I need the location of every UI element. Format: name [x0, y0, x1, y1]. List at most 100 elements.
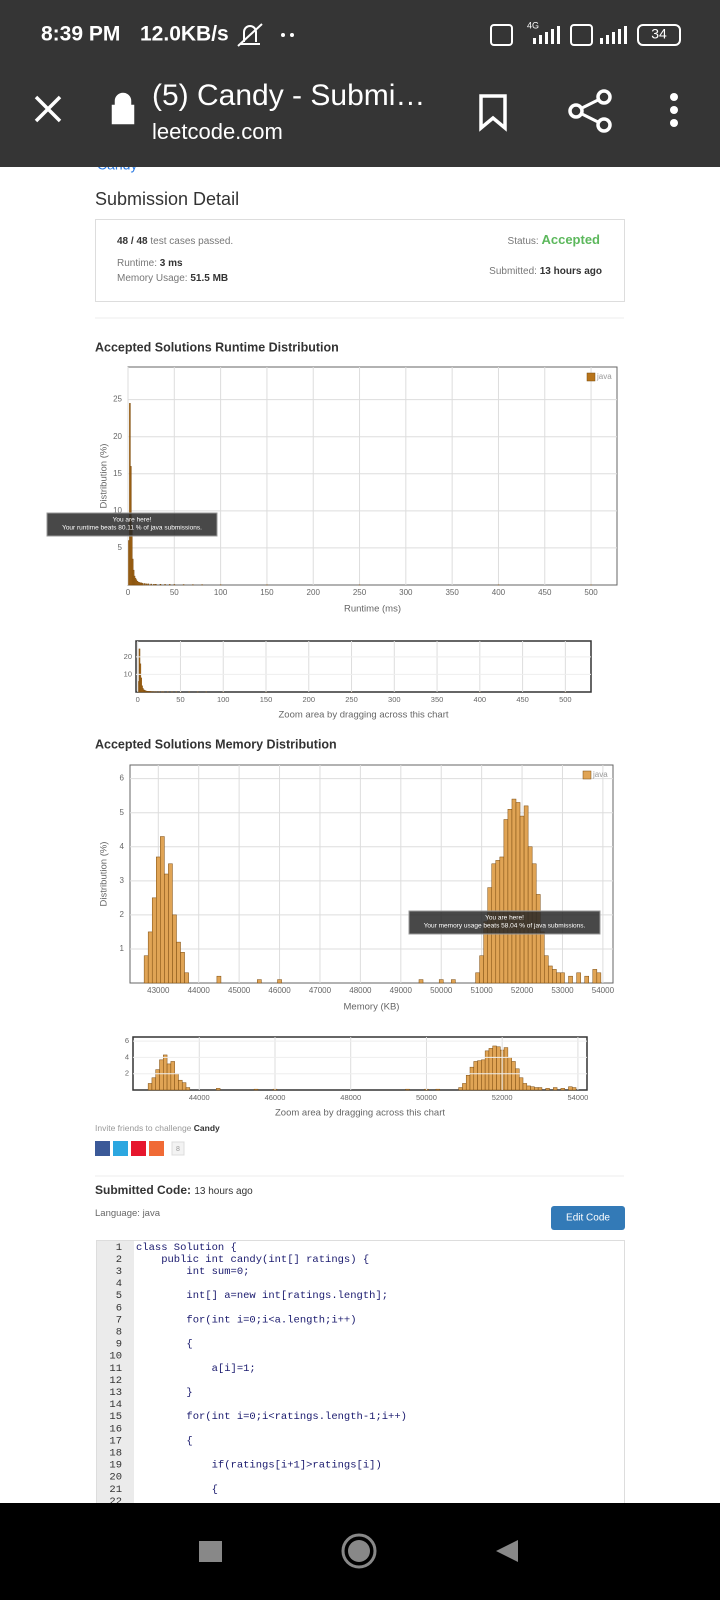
- nav-y-tick-label: 10: [124, 669, 132, 678]
- bar: [143, 583, 146, 586]
- bar: [173, 584, 176, 586]
- bar: [519, 815, 525, 984]
- menu-icon[interactable]: [670, 93, 678, 127]
- bar: [556, 972, 561, 984]
- share-count: 8: [176, 1146, 180, 1153]
- home-button[interactable]: [341, 1533, 377, 1569]
- bar: [571, 1087, 577, 1091]
- bar: [168, 584, 171, 586]
- submitted-code: Submitted Code: 13 hours ago: [95, 1183, 253, 1197]
- submitted-code-time: 13 hours ago: [194, 1186, 253, 1197]
- line-number: 9: [116, 1339, 122, 1351]
- code-editor[interactable]: [96, 1240, 625, 1521]
- x-tick-label: 350: [445, 588, 459, 597]
- bar: [147, 931, 153, 984]
- code-line: a[i]=1;: [136, 1363, 256, 1375]
- more-button[interactable]: [149, 1141, 164, 1156]
- legend-swatch: [586, 372, 596, 382]
- dot: [290, 33, 294, 37]
- volte-icon: [490, 24, 513, 46]
- x-tick-label: 200: [307, 588, 321, 597]
- x-tick-label: 450: [538, 588, 552, 597]
- bar: [438, 979, 444, 984]
- line-number: 21: [109, 1484, 122, 1496]
- x-tick-label: 48000: [349, 986, 372, 995]
- nav-x-tick-label: 48000: [340, 1093, 361, 1102]
- status-row: Status: Accepted: [508, 232, 601, 247]
- bar: [539, 931, 545, 984]
- nav-x-tick-label: 400: [474, 695, 487, 704]
- bar: [142, 583, 144, 586]
- nav-x-tick-label: 350: [431, 695, 444, 704]
- nav-caption: Zoom area by dragging across this chart: [278, 710, 448, 721]
- bar: [435, 1088, 440, 1091]
- bookmark-icon[interactable]: [479, 94, 507, 132]
- line-number: 13: [109, 1387, 122, 1399]
- memory-label: Memory Usage:: [117, 273, 188, 284]
- plot-area: [127, 366, 618, 586]
- nav-x-tick-label: 50000: [416, 1093, 437, 1102]
- bar: [253, 1088, 259, 1091]
- bar: [515, 1068, 520, 1091]
- line-number: 6: [116, 1302, 122, 1314]
- x-tick-label: 150: [260, 588, 274, 597]
- bar: [518, 1077, 524, 1091]
- page-title[interactable]: (5) Candy - Submi…: [152, 79, 425, 112]
- gutter: [97, 1241, 134, 1520]
- edit-code-button[interactable]: [551, 1206, 625, 1230]
- share-count-box: [171, 1141, 185, 1156]
- code-line: int[] a=new int[ratings.length];: [136, 1290, 388, 1302]
- x-tick-label: 300: [399, 588, 413, 597]
- share-icon[interactable]: [568, 89, 612, 133]
- nav-x-tick-label: 200: [303, 695, 316, 704]
- lock-icon: [111, 92, 135, 125]
- legend-label: java: [596, 372, 612, 381]
- bar: [185, 1087, 191, 1091]
- invite: Invite friends to challenge Candy: [95, 1123, 220, 1133]
- bar: [473, 1061, 478, 1091]
- bar: [548, 965, 553, 984]
- bar: [147, 583, 150, 586]
- close-icon[interactable]: [34, 95, 62, 123]
- bar: [568, 1086, 573, 1091]
- line-number: 3: [116, 1266, 122, 1278]
- x-tick-label: 45000: [228, 986, 251, 995]
- bar: [537, 1087, 543, 1091]
- code-line: {: [136, 1484, 218, 1496]
- bar: [568, 975, 573, 984]
- runtime-label: Runtime:: [117, 258, 157, 269]
- recents-button[interactable]: [199, 1541, 222, 1562]
- weibo-button[interactable]: [131, 1141, 146, 1156]
- bar: [216, 1088, 221, 1091]
- edit-code-label[interactable]: Edit Code: [566, 1213, 610, 1224]
- mute-icon: [237, 23, 263, 47]
- line-number: 17: [109, 1435, 122, 1447]
- battery-icon: [637, 24, 681, 46]
- bar: [560, 1088, 565, 1091]
- chart: Accepted Solutions Memory Distribution43…: [95, 737, 615, 1118]
- facebook-button[interactable]: [95, 1141, 110, 1156]
- twitter-button[interactable]: [113, 1141, 128, 1156]
- nav-x-tick-label: 44000: [189, 1093, 210, 1102]
- bar: [592, 969, 598, 984]
- line-number: 14: [109, 1399, 122, 1411]
- status-speed: 12.0KB/s: [140, 23, 229, 46]
- bar: [172, 914, 177, 984]
- network-type: 4G: [527, 20, 539, 30]
- signal-2: [600, 26, 627, 44]
- legend-label: java: [592, 770, 608, 779]
- page-url[interactable]: leetcode.com: [152, 119, 283, 144]
- navigator[interactable]: [135, 640, 592, 693]
- x-tick-label: 43000: [147, 986, 170, 995]
- x-tick-label: 0: [126, 588, 131, 597]
- bar: [147, 1083, 153, 1091]
- x-tick-label: 53000: [551, 986, 574, 995]
- nav-x-tick-label: 300: [388, 695, 401, 704]
- back-button[interactable]: [496, 1540, 518, 1562]
- code-line: if(ratings[i+1]>ratings[i]): [136, 1460, 382, 1472]
- legend-swatch: [582, 770, 592, 780]
- x-tick-label: 250: [353, 588, 367, 597]
- bar: [145, 583, 148, 586]
